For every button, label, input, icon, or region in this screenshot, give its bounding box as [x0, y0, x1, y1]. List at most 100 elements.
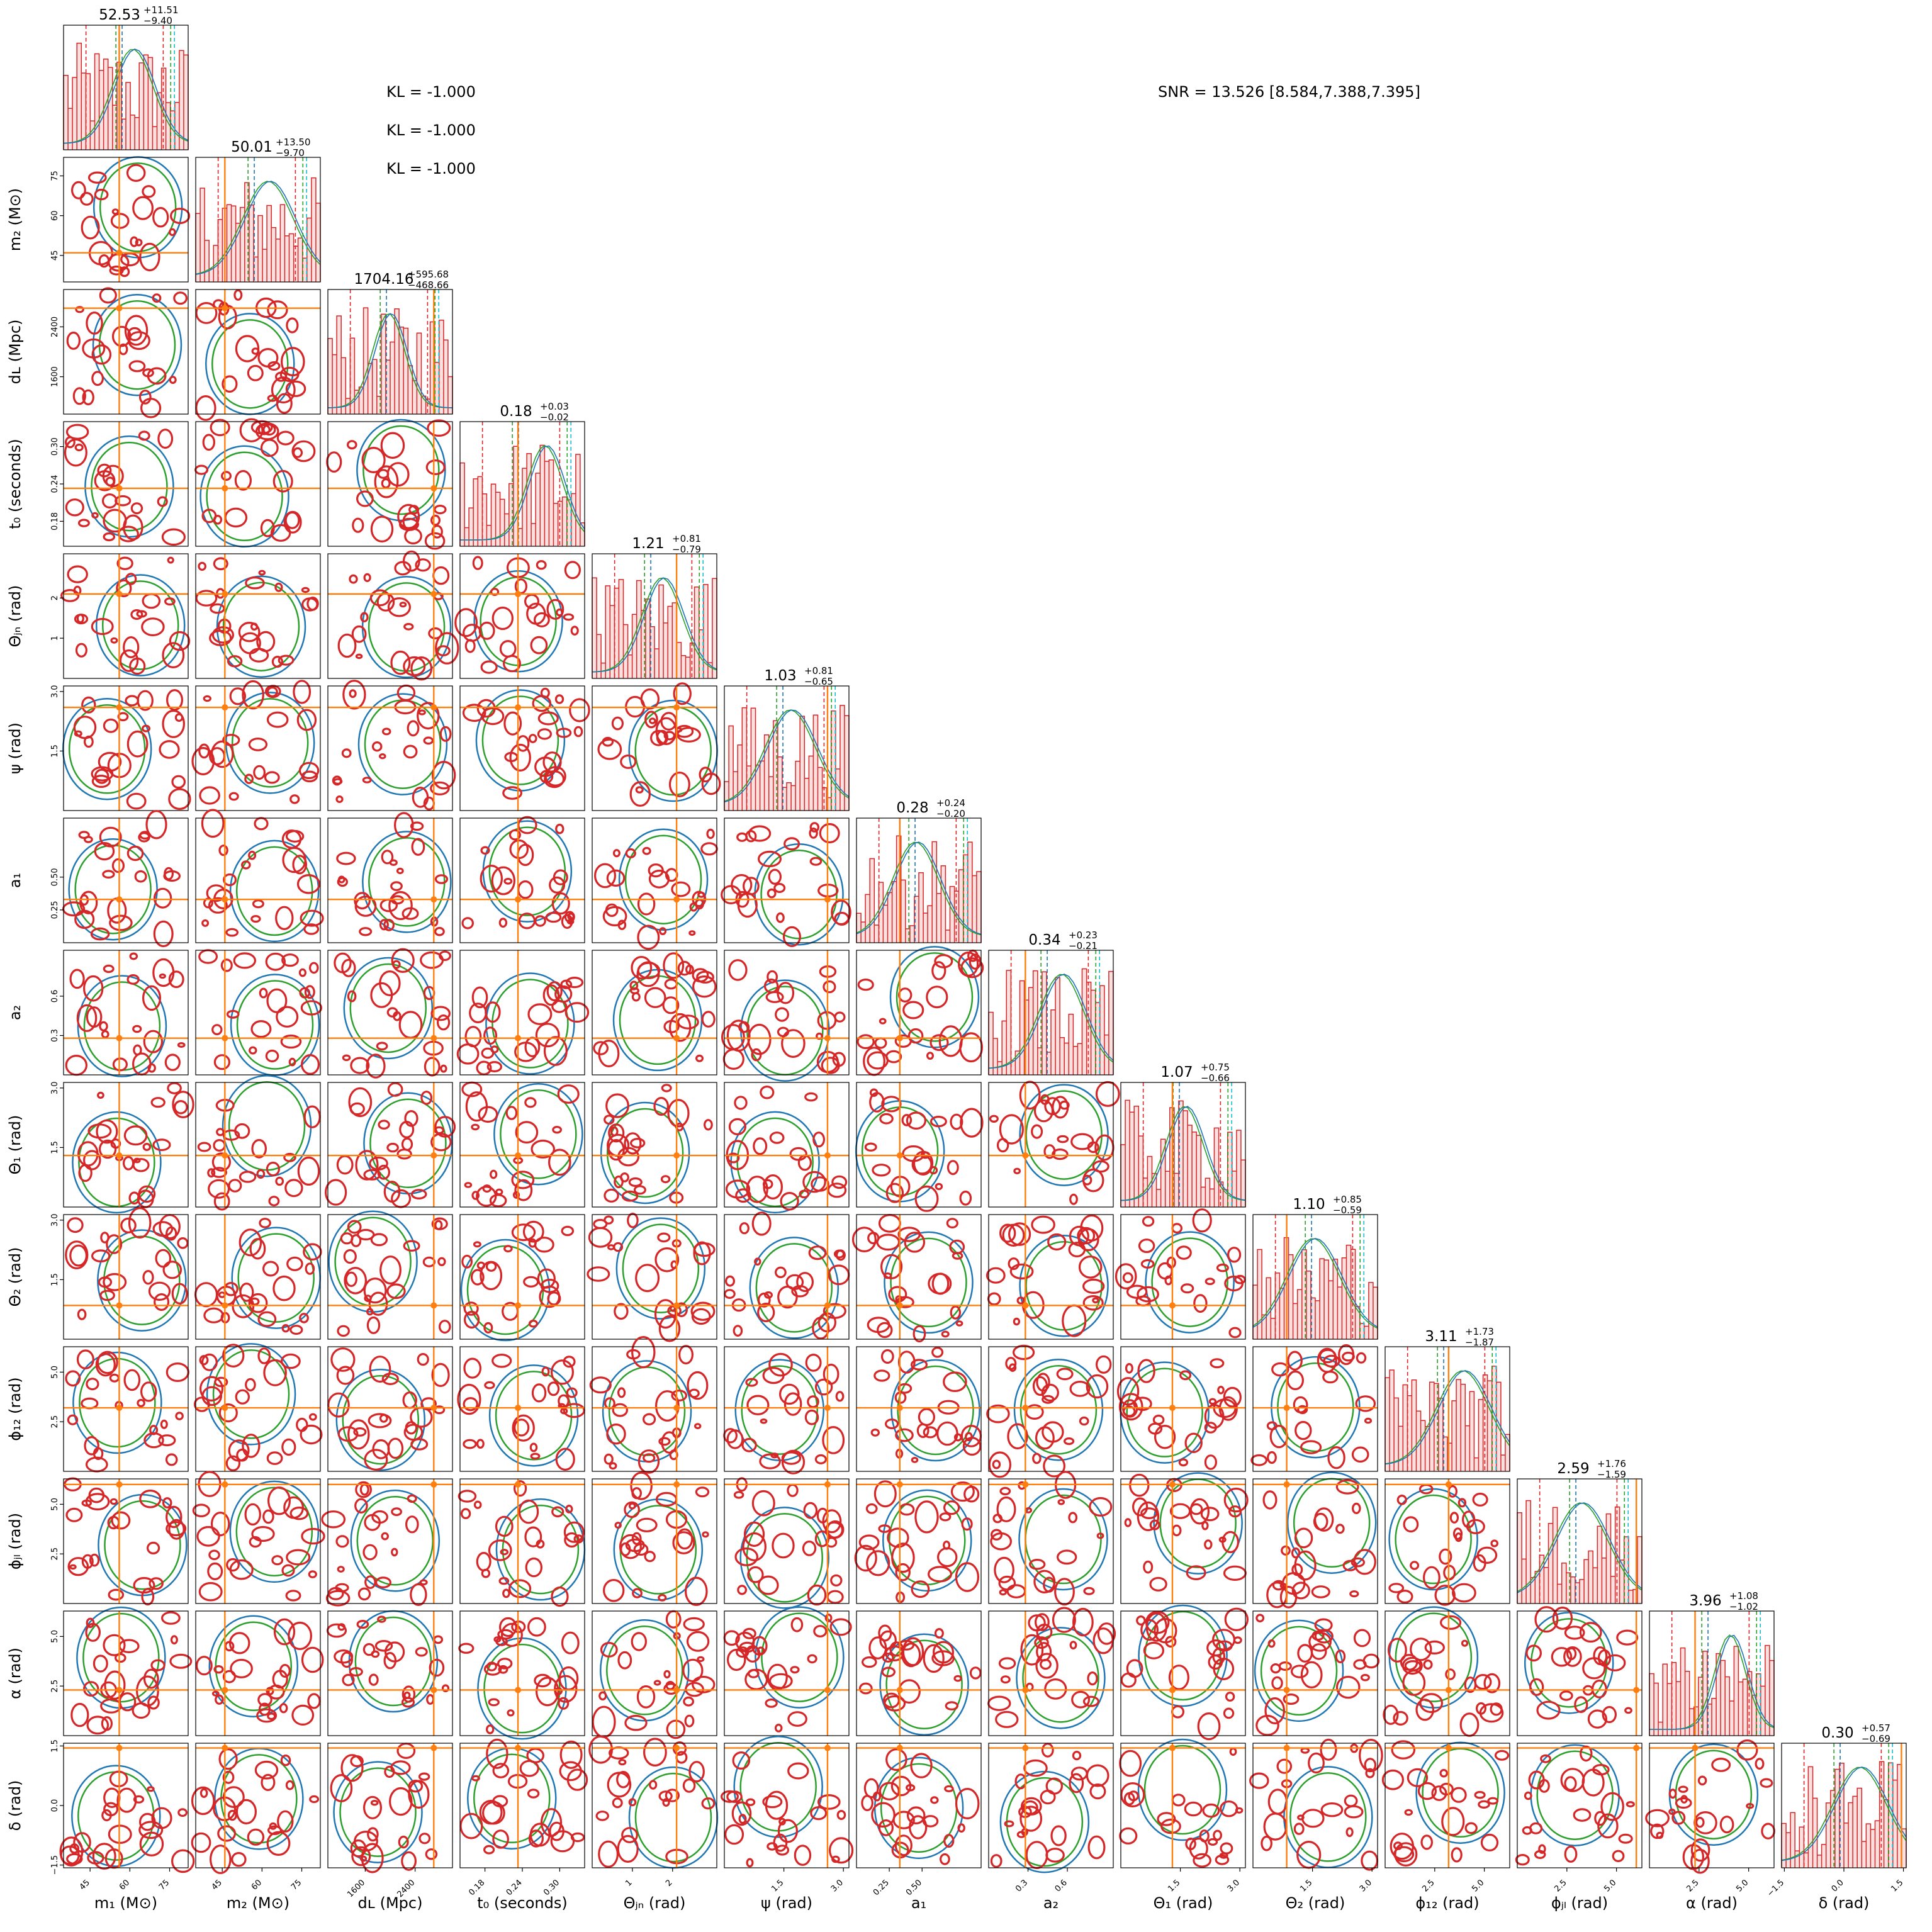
contour-red-9-1-21 — [305, 1262, 315, 1275]
contour-red-6-0-10 — [83, 836, 93, 843]
contour-red-11-9-14 — [1351, 1557, 1365, 1568]
contour-red-10-7-10 — [1042, 1395, 1055, 1404]
contour-red-4-2-18 — [432, 566, 450, 585]
contour-red-12-10-19 — [1393, 1710, 1408, 1726]
contour-red-12-7-19 — [1028, 1614, 1046, 1632]
x-tick-label-10-1: 5.0 — [1470, 1878, 1486, 1894]
contour-red-13-10-8 — [1487, 1797, 1499, 1805]
contour-red-12-8-19 — [1171, 1705, 1184, 1719]
contour-red-13-9-12 — [1267, 1789, 1288, 1815]
contour-red-7-3-14 — [565, 976, 584, 989]
hist-err-minus-10: −1.87 — [1465, 1337, 1494, 1348]
contour-red-9-4-20 — [654, 1299, 677, 1329]
contour-red-6-1-17 — [300, 909, 324, 927]
contour-red-8-2-19 — [324, 1179, 347, 1206]
contour-red-5-4-5 — [668, 772, 690, 797]
contour-red-4-1-4 — [256, 631, 276, 653]
contour-green-13-4 — [634, 1772, 712, 1863]
contour-red-3-0-18 — [102, 464, 124, 488]
contour-red-10-5-12 — [779, 1383, 800, 1405]
contour-red-12-8-16 — [1213, 1658, 1235, 1680]
contour-red-8-5-11 — [753, 1137, 768, 1155]
contour-red-4-0-6 — [169, 631, 191, 651]
contour-red-9-4-12 — [658, 1315, 681, 1342]
contour-red-10-8-19 — [1116, 1377, 1140, 1406]
contour-red-13-0-20 — [69, 1843, 80, 1854]
contour-red-12-0-14 — [147, 1695, 160, 1710]
hist-err-minus-9: −0.59 — [1333, 1205, 1362, 1216]
contour-red-12-4-19 — [666, 1719, 686, 1739]
contour-red-3-0-7 — [97, 463, 112, 478]
contour-red-12-1-12 — [215, 1694, 224, 1705]
contour-red-10-2-16 — [431, 1362, 450, 1387]
contour-red-7-1-13 — [249, 1046, 257, 1055]
contour-red-10-7-6 — [1025, 1404, 1044, 1420]
panel-frame-8-8 — [1120, 1082, 1246, 1208]
contour-red-12-8-5 — [1225, 1692, 1235, 1702]
contour-red-11-8-17 — [1129, 1473, 1150, 1497]
contour-red-10-0-18 — [65, 1370, 81, 1387]
contour-red-8-5-21 — [831, 1175, 848, 1189]
contour-red-9-3-3 — [470, 1269, 485, 1286]
contour-red-4-1-3 — [195, 590, 218, 607]
contour-red-12-7-10 — [1092, 1627, 1114, 1654]
contour-red-12-10-9 — [1440, 1615, 1462, 1630]
contour-red-12-5-7 — [829, 1618, 852, 1636]
hist-red-10 — [1384, 1366, 1510, 1471]
panel-frame-13-6 — [856, 1743, 982, 1868]
contour-red-11-1-18 — [192, 1503, 210, 1517]
contour-red-3-1-6 — [239, 418, 264, 442]
contour-red-7-3-19 — [546, 981, 563, 1002]
panel-7-6 — [856, 946, 984, 1076]
contour-blue-12-9 — [1254, 1619, 1344, 1722]
contour-red-10-3-21 — [512, 1414, 535, 1442]
contour-red-13-3-5 — [486, 1738, 508, 1769]
contour-red-10-9-19 — [1355, 1395, 1376, 1412]
contour-red-5-4-0 — [673, 682, 692, 705]
contour-red-11-10-6 — [1452, 1527, 1463, 1541]
contour-red-13-1-21 — [231, 1851, 247, 1867]
truth-point-11-9 — [1283, 1481, 1290, 1488]
contour-red-9-3-7 — [463, 1310, 480, 1329]
contour-red-11-4-10 — [636, 1517, 658, 1532]
truth-point-10-0 — [116, 1405, 123, 1412]
contour-red-9-0-3 — [99, 1289, 115, 1301]
contour-red-10-3-20 — [529, 1442, 538, 1452]
contour-red-13-10-1 — [1464, 1822, 1478, 1834]
contour-red-9-1-14 — [289, 1325, 303, 1335]
contour-red-4-3-12 — [514, 578, 528, 595]
contour-red-12-7-6 — [995, 1710, 1019, 1728]
contour-red-8-3-12 — [505, 1106, 518, 1120]
contour-red-12-0-2 — [100, 1698, 122, 1714]
panel-frame-11-4 — [592, 1478, 717, 1604]
contour-red-13-7-14 — [1004, 1820, 1014, 1828]
contour-red-13-10-20 — [1381, 1769, 1404, 1790]
truth-point-13-1 — [222, 1744, 228, 1751]
contour-red-6-1-2 — [248, 850, 257, 860]
hist-blue-9 — [1252, 1238, 1378, 1328]
contour-red-12-7-3 — [1097, 1622, 1116, 1645]
contour-red-6-2-1 — [402, 907, 419, 920]
truth-point-7-3 — [515, 1035, 522, 1042]
contour-red-11-3-2 — [473, 1500, 482, 1509]
contour-blue-6-2 — [362, 831, 452, 933]
panel-10-2 — [327, 1346, 453, 1472]
contour-red-12-6-5 — [862, 1656, 877, 1668]
contour-red-11-6-3 — [914, 1500, 939, 1534]
contour-red-9-8-16 — [1180, 1283, 1194, 1294]
contour-red-11-2-19 — [327, 1587, 344, 1600]
contour-red-8-7-18 — [1057, 1135, 1069, 1143]
contour-green-11-2 — [356, 1496, 434, 1586]
contour-red-12-10-1 — [1474, 1674, 1492, 1690]
contour-red-10-5-7 — [814, 1454, 828, 1464]
panel-7-5 — [721, 950, 850, 1082]
contour-red-12-11-16 — [1574, 1696, 1588, 1714]
panel-9-8 — [1115, 1208, 1246, 1340]
contour-red-3-2-7 — [377, 469, 390, 479]
contour-red-12-11-13 — [1563, 1646, 1582, 1667]
contour-red-10-1-9 — [222, 1344, 245, 1368]
truth-point-13-10 — [1445, 1744, 1452, 1751]
contour-red-11-3-7 — [502, 1588, 510, 1598]
contour-red-5-3-20 — [544, 766, 566, 787]
